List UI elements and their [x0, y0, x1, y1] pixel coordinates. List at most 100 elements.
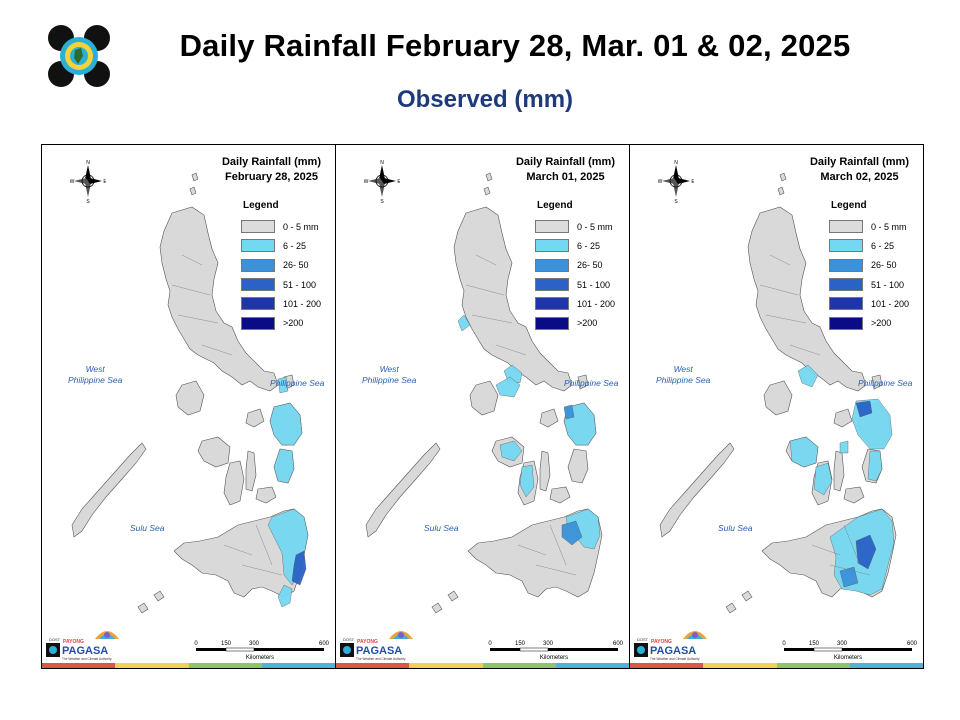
- strip-segment: [630, 663, 704, 668]
- province-boundary: [789, 344, 821, 356]
- rainfall-area: [561, 520, 583, 546]
- island-shape: [725, 602, 737, 614]
- pagasa-prefix: DOST: [637, 637, 649, 642]
- legend-swatch: [241, 278, 275, 292]
- sea-label-line: Philippine Sea: [362, 375, 417, 385]
- legend-swatch: [535, 297, 569, 311]
- legend-item: >200: [535, 313, 615, 332]
- legend-item: 101 - 200: [535, 294, 615, 313]
- scale-bar-graphic: 0 150 300 600 Kilometers: [194, 641, 329, 661]
- legend-item: 6 - 25: [829, 236, 909, 255]
- legend-label: 6 - 25: [283, 240, 307, 251]
- legend-label: 6 - 25: [871, 240, 895, 251]
- compass-e-label: E: [103, 179, 106, 185]
- island-shape: [833, 450, 845, 492]
- scale-bar-graphic: 0 150 300 600 Kilometers: [488, 641, 623, 661]
- color-strip: [42, 663, 335, 668]
- strip-segment: [482, 663, 556, 668]
- legend-item: 101 - 200: [829, 294, 909, 313]
- legend-label: 0 - 5 mm: [577, 221, 613, 232]
- island-shape: [833, 408, 853, 428]
- scale-tick-label: 300: [837, 641, 848, 647]
- island-shape: [763, 380, 793, 416]
- island-shape: [577, 374, 589, 390]
- legend-swatch: [829, 278, 863, 292]
- legend-item: 51 - 100: [829, 275, 909, 294]
- province-boundary: [495, 344, 527, 356]
- legend-swatch: [241, 258, 275, 272]
- compass-n-label: N: [674, 160, 678, 166]
- rainfall-area: [839, 440, 849, 454]
- legend-label: 26- 50: [871, 260, 897, 271]
- rainfall-area: [867, 450, 883, 482]
- province-boundary: [201, 344, 233, 356]
- province-boundary: [765, 314, 807, 324]
- scale-tick-label: 300: [249, 641, 260, 647]
- legend-item: 51 - 100: [241, 275, 321, 294]
- island-shape: [245, 408, 265, 428]
- island-shape: [245, 450, 257, 492]
- island-shape: [539, 408, 559, 428]
- sea-label-line: West: [673, 364, 693, 374]
- sea-label-line: West: [85, 364, 105, 374]
- legend-item: 6 - 25: [241, 236, 321, 255]
- sea-label-sulu: Sulu Sea: [718, 523, 753, 533]
- province-boundary: [471, 314, 513, 324]
- legend-swatch: [241, 297, 275, 311]
- scale-unit: Kilometers: [540, 655, 568, 661]
- sea-label-philippine: Philippine Sea: [270, 378, 325, 388]
- sea-label-philippine: Philippine Sea: [858, 378, 913, 388]
- rainfall-area: [273, 448, 295, 484]
- province-boundary: [177, 314, 219, 324]
- island-shape: [659, 442, 735, 538]
- legend-item: 51 - 100: [535, 275, 615, 294]
- pagasa-logo: DOST PAYONG PAGASA The Weather and Climate …: [633, 623, 709, 663]
- legend-item: 0 - 5 mm: [241, 217, 321, 236]
- island-shape: [191, 172, 199, 182]
- compass-e-label: E: [691, 179, 694, 185]
- scale-unit: Kilometers: [246, 655, 274, 661]
- compass-n-label: N: [86, 160, 90, 166]
- scale-tick-label: 150: [515, 641, 526, 647]
- island-shape: [159, 206, 279, 392]
- island-shape: [153, 590, 165, 602]
- scale-tick-label: 150: [221, 641, 232, 647]
- pagasa-logo: DOST PAYONG PAGASA The Weather and Climate …: [339, 623, 415, 663]
- compass-rose: N S W E: [364, 160, 402, 205]
- province-boundary: [811, 544, 841, 556]
- rainfall-area: [855, 400, 873, 418]
- compass-icon: N S W E: [70, 159, 108, 208]
- legend-label: 101 - 200: [283, 298, 322, 309]
- pagasa-subtitle: The Weather and Climate Authority: [356, 657, 406, 661]
- compass-rose: N S W E: [658, 160, 696, 205]
- legend-label: >200: [283, 318, 304, 329]
- pagasa-brand: PAGASA: [356, 645, 402, 657]
- compass-icon: N S W E: [364, 159, 402, 208]
- scale-bar: 0 150 300 600 Kilometers: [484, 639, 624, 663]
- legend-swatch: [829, 297, 863, 311]
- legend-swatch: [829, 258, 863, 272]
- rainfall-area: [277, 376, 289, 394]
- island-shape: [255, 486, 277, 504]
- strip-segment: [261, 663, 335, 668]
- sea-label-west: West Philippine Sea: [68, 364, 122, 386]
- legend-label: 51 - 100: [871, 279, 905, 290]
- island-shape: [747, 206, 867, 392]
- island-shape: [539, 450, 551, 492]
- province-boundary: [241, 564, 283, 576]
- island-shape: [843, 486, 865, 504]
- compass-rose: N S W E: [70, 160, 108, 205]
- province-boundary: [181, 254, 203, 266]
- island-shape: [137, 602, 149, 614]
- island-shape: [197, 436, 231, 468]
- legend-item: 101 - 200: [241, 294, 321, 313]
- island-shape: [175, 380, 205, 416]
- scale-tick-label: 150: [809, 641, 820, 647]
- pagasa-logo: DOST PAYONG PAGASA The Weather and Climate …: [45, 623, 121, 663]
- panel-title: Daily Rainfall (mm) February 28, 2025: [221, 156, 321, 183]
- compass-icon: N S W E: [658, 159, 696, 208]
- strip-segment: [115, 663, 189, 668]
- compass-w-label: W: [70, 179, 75, 185]
